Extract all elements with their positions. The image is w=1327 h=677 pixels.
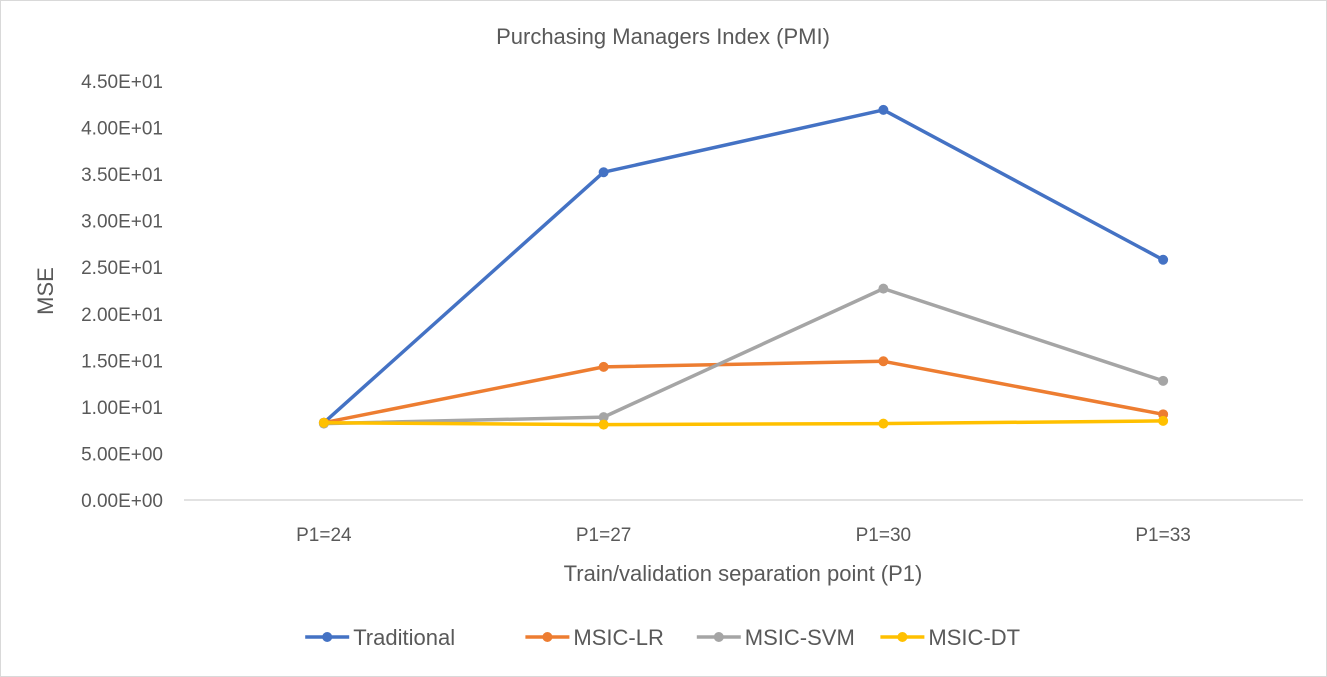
legend-swatch-marker [322,632,333,642]
legend-item: Traditional [305,625,455,650]
y-tick-label: 1.00E+01 [81,398,163,419]
data-point [1158,254,1169,265]
legend: Traditional MSIC-LR MSIC-SVM MSIC-DT [305,625,1020,650]
data-point [598,419,609,430]
data-point [318,417,329,428]
y-tick-label: 4.00E+01 [81,119,163,140]
y-tick-label: 3.00E+01 [81,212,163,233]
x-tick-label: P1=33 [1135,525,1190,546]
y-tick-label: 0.00E+00 [81,491,163,512]
x-tick-label: P1=30 [856,525,911,546]
y-tick-label: 2.50E+01 [81,258,163,279]
series-msic-lr [318,356,1169,428]
data-point [598,412,609,423]
legend-label: MSIC-DT [928,625,1020,650]
data-point [878,283,889,294]
y-tick-label: 2.00E+01 [81,305,163,326]
y-tick-label: 3.50E+01 [81,165,163,186]
legend-swatch-marker [542,632,553,642]
x-tick-label: P1=24 [296,525,352,546]
series-line [322,419,1165,427]
x-axis-label: Train/validation separation point (P1) [564,561,923,586]
legend-swatch-marker [897,632,908,642]
chart-title: Purchasing Managers Index (PMI) [496,24,830,49]
series-msic-dt [318,415,1169,430]
series-lines [318,104,1169,430]
y-tick-label: 4.50E+01 [81,72,163,93]
legend-item: MSIC-DT [880,625,1020,650]
legend-label: MSIC-LR [573,625,663,650]
data-point [598,361,609,372]
data-point [1158,415,1169,426]
series-line [322,286,1165,426]
data-point [878,418,889,429]
y-axis-label-group: MSE [33,267,58,315]
y-tick-labels: 0.00E+00 5.00E+00 1.00E+01 1.50E+01 2.00E+01… [81,72,163,512]
legend-swatch-marker [713,632,724,642]
legend-item: MSIC-LR [525,625,664,650]
data-point [878,356,889,367]
x-tick-label: P1=27 [576,525,631,546]
data-point [598,167,609,178]
y-tick-label: 5.00E+00 [81,444,163,465]
y-tick-label: 1.50E+01 [81,351,163,372]
legend-label: Traditional [353,625,455,650]
legend-item: MSIC-SVM [696,625,855,650]
x-tick-labels: P1=24 P1=27 P1=30 P1=33 [296,525,1191,546]
legend-label: MSIC-SVM [745,625,855,650]
data-point [1158,375,1169,386]
series-msic-svm [318,283,1169,429]
y-axis-label: MSE [33,267,58,315]
data-point [878,104,889,115]
series-line [322,359,1165,425]
series-line [322,108,1165,425]
series-traditional [318,104,1169,428]
